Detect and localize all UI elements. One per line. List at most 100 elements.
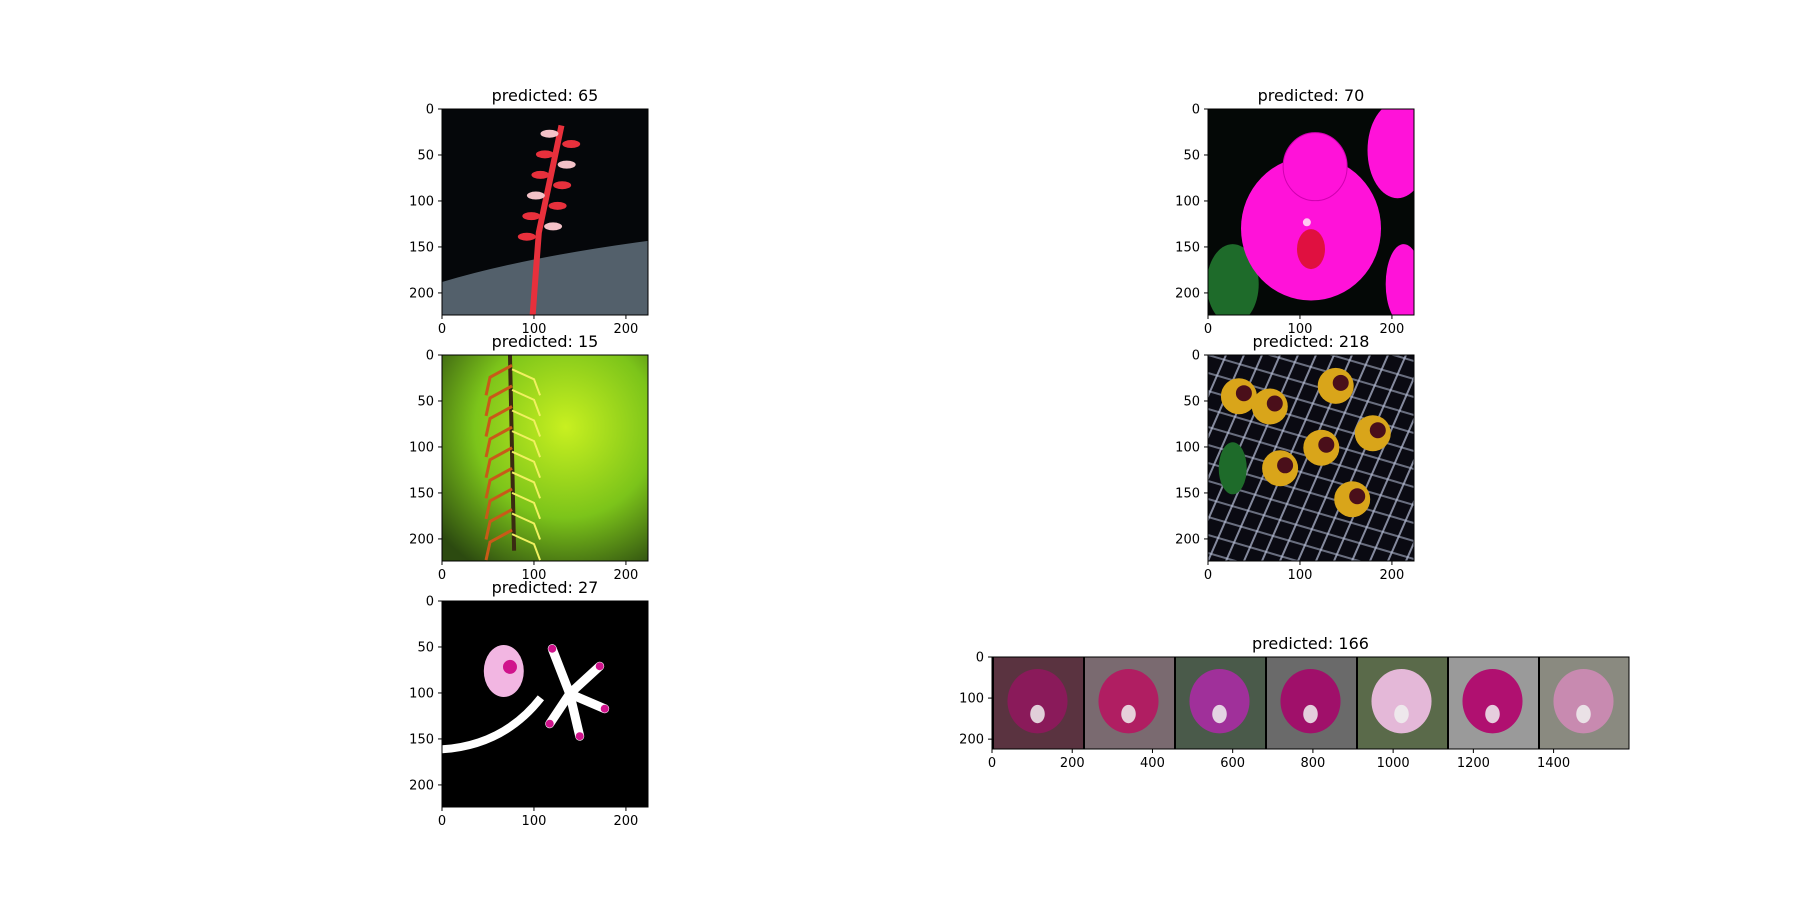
- petal-tip: [575, 732, 584, 741]
- orchid-lip: [1297, 229, 1325, 270]
- plant-branch: [484, 528, 513, 561]
- image-background: [442, 601, 648, 807]
- x-tick-label: 200: [1380, 322, 1405, 337]
- mesh-line: [1208, 534, 1301, 561]
- orchid-spot: [1266, 395, 1283, 412]
- y-tick-label: 150: [409, 240, 434, 255]
- orchid-spot: [1349, 488, 1366, 505]
- plant-branch: [484, 508, 513, 540]
- plant-branch: [484, 466, 513, 499]
- plant-branch: [484, 384, 513, 417]
- flower-bud: [544, 222, 563, 231]
- orchid-column: [1394, 704, 1409, 724]
- y-tick-label: 200: [1175, 532, 1200, 547]
- plant-branch: [484, 405, 513, 437]
- plant-branch: [484, 446, 513, 479]
- mesh-line: [1405, 540, 1414, 561]
- tile-border: [1265, 657, 1267, 749]
- orchid-column: [1485, 704, 1500, 724]
- y-tick-label: 200: [409, 532, 434, 547]
- axes-frame: [441, 108, 649, 316]
- plant-branch: [511, 471, 541, 499]
- petal-tip: [548, 644, 557, 653]
- orchid-petal: [1367, 109, 1414, 199]
- leaf-shape: [1208, 244, 1259, 315]
- orchid-petal: [565, 661, 605, 699]
- orchid-spot: [1332, 374, 1349, 391]
- subplot-2: predicted: 70 0 100 200 0 50 100 150 200: [1175, 86, 1415, 337]
- flower-bud: [517, 232, 536, 241]
- mesh-line: [1424, 355, 1514, 561]
- petal-tip: [545, 719, 554, 728]
- y-tick-label: 50: [417, 148, 434, 163]
- leaf-shape: [1218, 442, 1247, 495]
- tile-border: [1083, 657, 1085, 749]
- x-tick-label: 0: [1204, 568, 1212, 583]
- y-tick-label: 150: [409, 732, 434, 747]
- x-tick-label: 100: [1288, 322, 1313, 337]
- plant-branch: [511, 512, 541, 540]
- y-tick-label: 0: [426, 595, 434, 610]
- mesh-line: [1369, 457, 1414, 561]
- y-tick-label: 150: [1175, 486, 1200, 501]
- axes-frame: [1207, 108, 1415, 316]
- orchid-sepal: [1282, 132, 1348, 202]
- petal-tip: [600, 704, 609, 713]
- y-tick-label: 200: [409, 286, 434, 301]
- mesh-line: [1208, 516, 1363, 561]
- x-tick-label: 0: [438, 568, 446, 583]
- x-tick-label: 1400: [1537, 756, 1570, 771]
- x-tick-label: 0: [438, 322, 446, 337]
- x-tick-label: 200: [1380, 568, 1405, 583]
- flower-bud: [557, 160, 576, 169]
- y-tick-label: 200: [959, 733, 984, 748]
- mesh-line: [1387, 498, 1414, 561]
- orchid-column: [1303, 704, 1318, 724]
- image-content: [442, 355, 648, 561]
- y-tick-label: 50: [1183, 148, 1200, 163]
- mesh-line: [1208, 355, 1209, 358]
- flower-bud: [553, 181, 572, 190]
- y-tick-label: 100: [959, 692, 984, 707]
- flower-bud: [548, 201, 567, 210]
- mesh-line: [1208, 498, 1414, 560]
- mesh-line: [1328, 355, 1414, 380]
- mesh-line: [1333, 375, 1414, 561]
- x-tick-label: 1200: [1457, 756, 1490, 771]
- y-tick-label: 200: [409, 778, 434, 793]
- orchid-column: [1302, 218, 1311, 227]
- y-tick-label: 0: [1192, 349, 1200, 364]
- orchid-spot: [502, 659, 517, 674]
- mesh-line: [1208, 355, 1414, 416]
- y-tick-label: 200: [1175, 286, 1200, 301]
- y-tick-label: 100: [1175, 194, 1200, 209]
- plant-branch: [484, 363, 513, 396]
- plant-branch: [511, 533, 541, 561]
- axes-frame: [441, 600, 649, 808]
- plant-branch: [511, 409, 541, 437]
- image-content: [442, 601, 648, 807]
- y-tick-label: 0: [426, 103, 434, 118]
- x-tick-label: 200: [614, 322, 639, 337]
- rock-shape: [442, 240, 648, 315]
- axes-frame: [1207, 354, 1415, 562]
- x-tick-label: 400: [1140, 756, 1165, 771]
- orchid-spot: [1277, 457, 1294, 474]
- orchid-bloom: [1098, 668, 1159, 734]
- y-tick-label: 50: [1183, 394, 1200, 409]
- plant-branch: [511, 388, 541, 417]
- x-tick-label: 1000: [1377, 756, 1410, 771]
- image-content: [442, 109, 648, 315]
- flower-bud: [531, 170, 550, 179]
- plant-branch: [511, 368, 541, 396]
- orchid-bloom: [1241, 156, 1381, 301]
- orchid-bloom: [1462, 668, 1523, 734]
- y-tick-label: 0: [426, 349, 434, 364]
- orchid-spot: [1235, 385, 1252, 402]
- petal-tip: [595, 662, 604, 671]
- orchid-petal: [1385, 244, 1414, 315]
- x-tick-label: 600: [1220, 756, 1245, 771]
- flower-bud: [522, 212, 541, 221]
